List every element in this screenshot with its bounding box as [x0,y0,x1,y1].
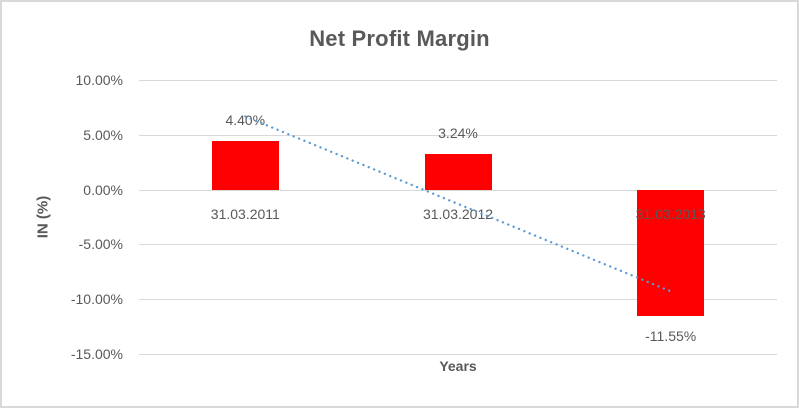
category-label[interactable]: 31.03.2012 [422,205,494,222]
y-axis-tick-label: -5.00% [78,236,123,253]
y-axis-tick-label: 0.00% [83,181,123,198]
y-axis-tick-label: -15.00% [70,346,123,362]
y-axis-title: IN (%) [34,195,52,239]
bar[interactable] [211,141,279,190]
gridline [139,80,777,81]
x-axis-title: Years [439,358,477,374]
gridline [139,299,777,301]
category-label[interactable]: 31.03.2011 [210,205,280,222]
y-axis-tick-label: 10.00% [75,72,123,88]
data-label: 3.24% [438,125,478,142]
category-label[interactable]: 31.03.2013 [635,205,706,222]
data-label: 4.40% [225,112,266,129]
y-axis-tick-label: -10.00% [70,291,123,308]
gridline [139,354,777,355]
y-axis-tick-label: 5.00% [83,126,123,143]
bar[interactable] [424,154,492,190]
chart-title: Net Profit Margin [309,26,490,51]
data-label: -11.55% [645,328,697,345]
